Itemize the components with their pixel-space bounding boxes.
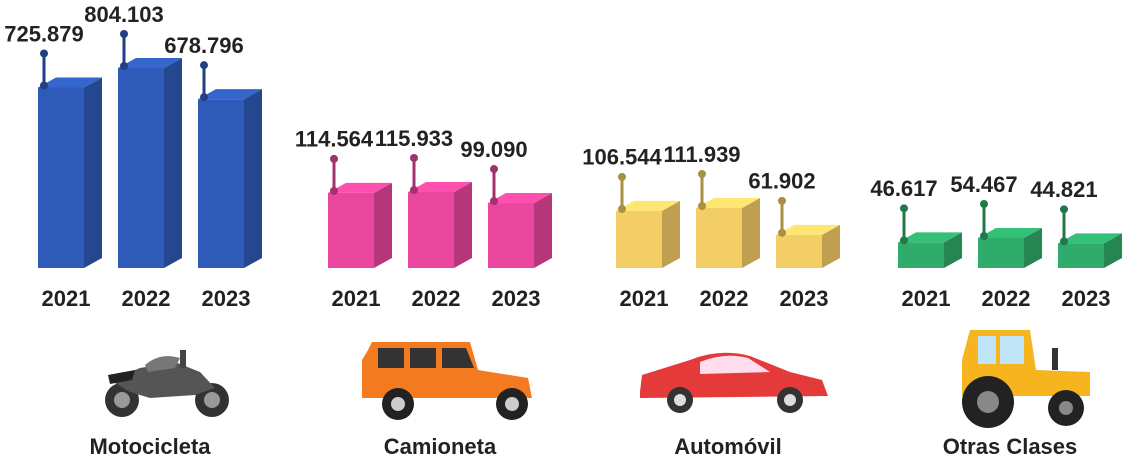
value-label: 46.617: [870, 176, 937, 201]
x-tick-label: 2023: [492, 286, 541, 311]
bar-front: [328, 192, 374, 268]
bar-top: [328, 182, 392, 193]
bar-side: [164, 58, 182, 268]
stem-dot: [40, 49, 48, 58]
bar-front: [408, 192, 454, 268]
car-icon: [640, 352, 828, 413]
stem-dot: [900, 236, 908, 245]
stem-dot: [120, 30, 128, 38]
vehicle-name: Automóvil: [674, 434, 782, 459]
vehicle-name: Camioneta: [384, 434, 497, 459]
bar-top: [978, 228, 1042, 238]
stem-dot: [490, 165, 498, 174]
stem-dot: [698, 202, 706, 210]
bar-side: [742, 198, 760, 268]
bar-side: [454, 182, 472, 268]
bar-front: [488, 203, 534, 268]
bar-front: [978, 238, 1024, 268]
stem-dot: [980, 200, 988, 208]
bar-front: [38, 87, 84, 269]
bar-top: [776, 224, 840, 235]
stem-dot: [200, 93, 208, 102]
bar-side: [534, 193, 552, 268]
stem-dot: [900, 204, 908, 213]
motorcycle-icon: [105, 350, 229, 417]
bar-side: [1104, 233, 1122, 268]
stem-dot: [40, 81, 48, 90]
value-label: 44.821: [1030, 177, 1097, 202]
value-label: 99.090: [460, 137, 527, 162]
bar-front: [118, 68, 164, 268]
bar-top: [408, 182, 472, 192]
vehicle-name: Motocicleta: [89, 434, 211, 459]
stem-dot: [410, 186, 418, 194]
x-tick-label: 2023: [1062, 286, 1111, 311]
x-tick-label: 2022: [700, 286, 749, 311]
stem-dot: [410, 154, 418, 162]
value-label: 804.103: [84, 2, 164, 27]
stem-dot: [120, 62, 128, 70]
bar-top: [1058, 233, 1122, 244]
x-tick-label: 2021: [332, 286, 381, 311]
value-label: 678.796: [164, 33, 244, 58]
tractor-icon: [962, 330, 1090, 428]
bar-front: [898, 242, 944, 268]
bar-top: [118, 58, 182, 68]
bar-top: [898, 232, 962, 243]
value-label: 114.564: [295, 127, 374, 152]
stem-dot: [330, 186, 338, 195]
bar-front: [198, 99, 244, 268]
bar-side: [944, 232, 962, 268]
stem-dot: [618, 172, 626, 181]
jeep-icon: [362, 342, 532, 420]
value-label: 54.467: [950, 172, 1017, 197]
bar-side: [244, 89, 262, 268]
x-tick-label: 2022: [982, 286, 1031, 311]
x-tick-label: 2021: [902, 286, 951, 311]
stem-dot: [618, 204, 626, 213]
bar-top: [38, 77, 102, 88]
vehicle-name: Otras Clases: [943, 434, 1078, 459]
value-label: 115.933: [375, 126, 453, 151]
bar-side: [822, 224, 840, 268]
bar-top: [696, 198, 760, 208]
value-label: 61.902: [748, 169, 815, 194]
bar-side: [84, 77, 102, 269]
stem-dot: [698, 170, 706, 178]
bar-top: [488, 193, 552, 204]
bar-top: [616, 200, 680, 211]
stem-dot: [1060, 237, 1068, 246]
value-label: 106.544: [582, 145, 662, 170]
x-tick-label: 2023: [780, 286, 829, 311]
x-tick-label: 2023: [202, 286, 251, 311]
stem-dot: [490, 197, 498, 206]
x-tick-label: 2022: [412, 286, 461, 311]
stem-dot: [200, 61, 208, 70]
x-tick-label: 2021: [42, 286, 91, 311]
stem-dot: [778, 228, 786, 237]
stem-dot: [330, 154, 338, 163]
stem-dot: [980, 232, 988, 240]
x-tick-label: 2021: [620, 286, 669, 311]
stem-dot: [1060, 205, 1068, 214]
value-label: 111.939: [663, 142, 740, 167]
bar-side: [662, 200, 680, 268]
bar-front: [696, 208, 742, 268]
bar-side: [374, 182, 392, 268]
bar-side: [1024, 228, 1042, 268]
bar-front: [1058, 243, 1104, 268]
bar-top: [198, 89, 262, 100]
bar-front: [776, 234, 822, 268]
value-label: 725.879: [4, 21, 84, 46]
x-tick-label: 2022: [122, 286, 171, 311]
bar-front: [616, 210, 662, 268]
stem-dot: [778, 196, 786, 205]
